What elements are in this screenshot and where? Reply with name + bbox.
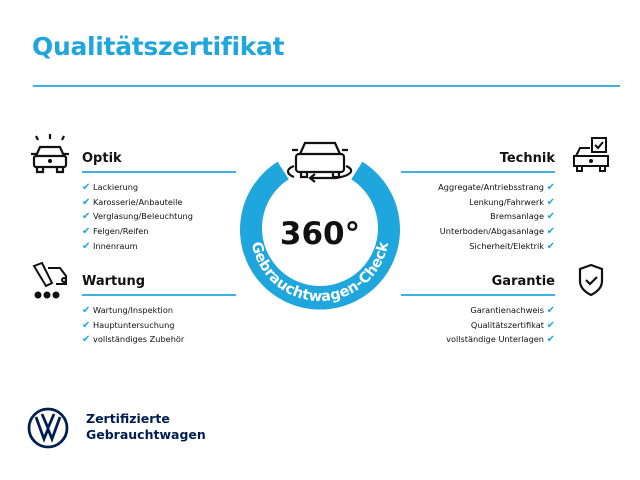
vw-logo xyxy=(27,407,69,449)
section-optik: Optik ✔ Lackierung ✔ Karosserie/Anbautei… xyxy=(82,150,236,253)
check-icon: ✔ xyxy=(82,319,91,331)
check-icon: ✔ xyxy=(82,211,91,223)
list-item: Lenkung/Fahrwerk ✔ xyxy=(469,196,555,208)
check-icon: ✔ xyxy=(82,226,91,238)
title-divider xyxy=(33,85,620,87)
page-title: Qualitätszertifikat xyxy=(32,32,285,61)
car-checkbox-icon xyxy=(573,137,609,172)
section-technik: Technik Aggregate/Antriebsstrang ✔ Lenku… xyxy=(401,150,555,253)
check-icon: ✔ xyxy=(82,305,91,316)
section-title: Technik xyxy=(499,151,555,166)
check-ring: Gebrauchtwagen-Check 360° xyxy=(240,141,400,310)
check-icon: ✔ xyxy=(546,319,555,331)
list-item: ✔ Hauptuntersuchung xyxy=(82,319,175,331)
list-item: Sicherheit/Elektrik ✔ xyxy=(469,240,555,252)
section-title: Garantie xyxy=(491,274,555,289)
list-item: ✔ Wartung/Inspektion xyxy=(82,305,174,316)
section-divider xyxy=(82,294,236,296)
section-divider xyxy=(82,171,236,173)
check-icon: ✔ xyxy=(82,196,91,208)
check-icon: ✔ xyxy=(546,334,555,346)
list-item: ✔ Innenraum xyxy=(82,240,138,252)
section-divider xyxy=(401,171,555,173)
section-wartung: Wartung ✔ Wartung/Inspektion ✔ Hauptunte… xyxy=(82,273,236,347)
list-item: ✔ Verglasung/Beleuchtung xyxy=(82,211,193,223)
list-item: ✔ vollständiges Zubehör xyxy=(82,334,185,346)
check-icon: ✔ xyxy=(546,226,555,238)
list-item: Unterboden/Abgasanlage ✔ xyxy=(439,226,555,238)
list-item: ✔ Lackierung xyxy=(82,182,139,193)
car-rotate-icon xyxy=(286,141,353,183)
section-divider xyxy=(401,294,555,296)
check-icon: ✔ xyxy=(546,211,555,223)
section-garantie: Garantie Garantienachweis ✔ Qualitätszer… xyxy=(401,273,555,347)
list-item: Bremsanlage ✔ xyxy=(490,211,555,223)
section-title: Optik xyxy=(82,151,122,166)
check-icon: ✔ xyxy=(82,334,91,346)
list-item: Aggregate/Antriebsstrang ✔ xyxy=(438,182,555,193)
check-icon: ✔ xyxy=(82,182,91,193)
ring-arc xyxy=(240,161,400,310)
brand-line-2: Gebrauchtwagen xyxy=(86,427,206,442)
brand-line-1: Zertifizierte xyxy=(86,411,170,426)
check-icon: ✔ xyxy=(82,240,91,252)
list-item: vollständige Unterlagen ✔ xyxy=(446,334,555,346)
maintenance-car-icon xyxy=(32,261,67,299)
list-item: ✔ Felgen/Reifen xyxy=(82,226,149,238)
list-item: Qualitätszertifikat ✔ xyxy=(470,319,555,331)
shield-check-icon xyxy=(578,263,604,297)
check-icon: ✔ xyxy=(546,182,555,193)
list-item: ✔ Karosserie/Anbauteile xyxy=(82,196,183,208)
check-icon: ✔ xyxy=(546,305,555,316)
brand-text: Zertifizierte Gebrauchtwagen xyxy=(86,411,206,443)
check-icon: ✔ xyxy=(546,240,555,252)
section-title: Wartung xyxy=(82,274,146,289)
check-icon: ✔ xyxy=(546,196,555,208)
list-item: Garantienachweis ✔ xyxy=(470,305,555,316)
degree-value: 360° xyxy=(280,216,360,252)
car-lights-icon xyxy=(31,134,69,174)
